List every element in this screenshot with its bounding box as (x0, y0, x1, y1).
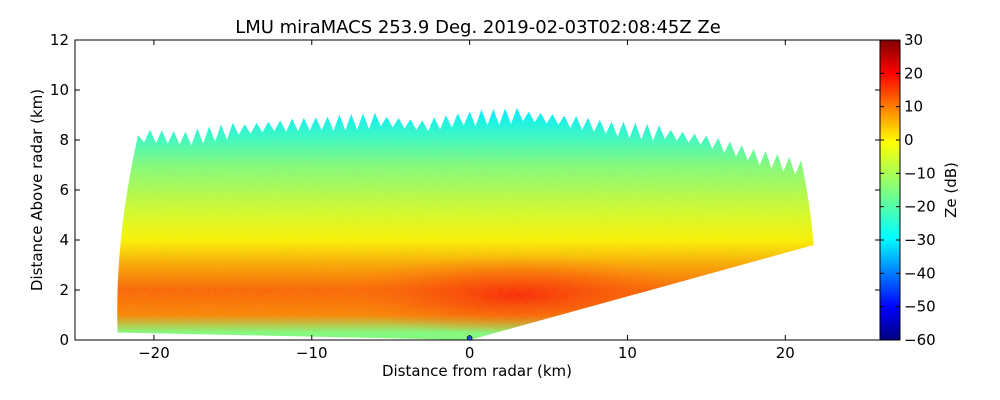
y-tick-label: 8 (59, 131, 69, 149)
y-tick-label: 10 (50, 81, 69, 99)
colorbar: 30 20 10 0 −10 −20 −30 −40 −50 −60 Ze (dB) (879, 31, 960, 349)
colorbar-tick-label: 10 (904, 98, 923, 116)
colorbar-tick-label: −10 (904, 164, 936, 182)
colorbar-tick-label: −30 (904, 231, 936, 249)
y-tick-label: 2 (59, 281, 69, 299)
colorbar-tick-label: 0 (904, 131, 914, 149)
x-axis-label: Distance from radar (km) (382, 362, 572, 380)
y-tick-label: 12 (50, 31, 69, 49)
x-tick-label: −20 (138, 344, 170, 362)
colorbar-tick-label: 20 (904, 64, 923, 82)
colorbar-tick-label: −20 (904, 198, 936, 216)
x-tick-label: 0 (465, 344, 475, 362)
y-tick-label: 4 (59, 231, 69, 249)
x-tick-label: 10 (618, 344, 637, 362)
y-tick-label: 0 (59, 331, 69, 349)
colorbar-ticks: 30 20 10 0 −10 −20 −30 −40 −50 −60 (880, 31, 936, 349)
x-tick-label: 20 (776, 344, 795, 362)
y-tick-label: 6 (59, 181, 69, 199)
y-axis-ticks: 0 2 4 6 8 10 12 (50, 31, 880, 349)
radar-position-marker (466, 335, 473, 341)
y-axis-label: Distance Above radar (km) (28, 89, 46, 291)
colorbar-tick-label: −40 (904, 264, 936, 282)
colorbar-label: Ze (dB) (942, 162, 960, 218)
x-tick-label: −10 (296, 344, 328, 362)
colorbar-tick-label: −50 (904, 298, 936, 316)
colorbar-tick-label: 30 (904, 31, 923, 49)
plot-axes: −20 −10 0 10 20 0 2 4 6 8 10 12 (50, 31, 881, 362)
x-axis-ticks: −20 −10 0 10 20 (138, 40, 795, 362)
colorbar-tick-label: −60 (904, 331, 936, 349)
colorbar-scale (879, 39, 901, 341)
chart-title: LMU miraMACS 253.9 Deg. 2019-02-03T02:08… (235, 17, 721, 38)
